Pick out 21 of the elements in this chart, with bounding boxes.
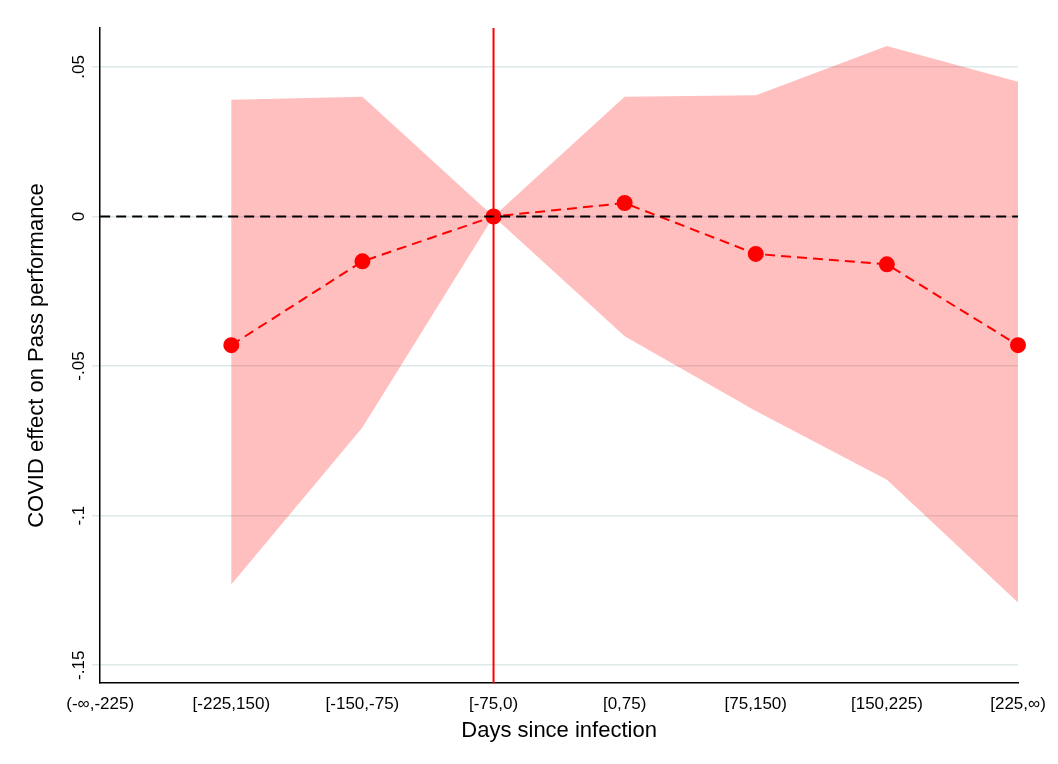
x-tick-label: [-225,150) <box>192 694 271 714</box>
y-tick-label: 0 <box>69 211 89 222</box>
x-tick-label: (-∞,-225) <box>66 694 135 714</box>
point <box>354 253 371 270</box>
x-tick-label: [-75,0) <box>468 694 519 714</box>
x-tick-label: [150,225) <box>850 694 923 714</box>
point <box>616 195 633 212</box>
y-axis-title: COVID effect on Pass performance <box>23 183 49 528</box>
point <box>1010 337 1026 354</box>
y-tick-label: -.15 <box>69 650 89 680</box>
y-tick-label: .05 <box>69 55 89 79</box>
x-tick-label: [75,150) <box>724 694 787 714</box>
point <box>747 245 764 262</box>
y-tick-label: -.1 <box>69 505 89 526</box>
x-tick-label: [0,75) <box>602 694 647 714</box>
x-axis-title: Days since infection <box>461 716 657 742</box>
y-tick-label: -.05 <box>69 351 89 381</box>
point <box>878 256 895 273</box>
point <box>223 337 240 354</box>
x-tick-label: [225,∞) <box>990 694 1046 714</box>
x-tick-label: [-150,-75) <box>325 694 400 714</box>
